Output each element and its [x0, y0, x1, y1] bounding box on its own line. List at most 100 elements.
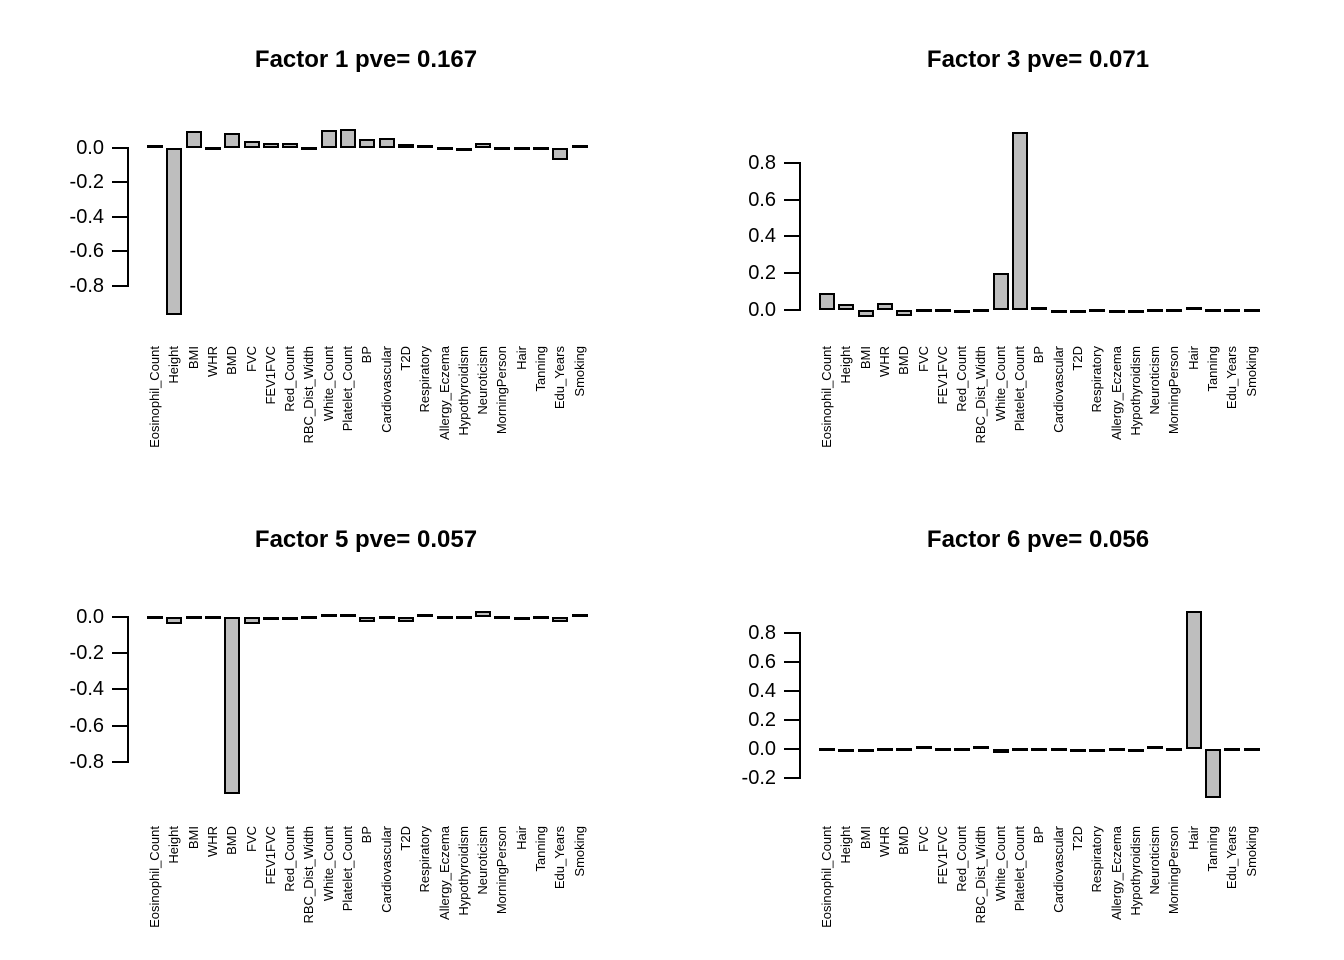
plot-area-factor-3: 0.8 0.6 0.4 0.2 0.0 Eosinophil_Count Height BMI…: [672, 0, 1344, 480]
x-tick-label-Platelet_Count: Platelet_Count: [1012, 826, 1027, 912]
x-tick-label-Platelet_Count: Platelet_Count: [340, 346, 355, 432]
x-tick-label-Platelet_Count: Platelet_Count: [340, 826, 355, 912]
x-tick-label-Respiratory: Respiratory: [417, 826, 433, 893]
bar-Cardiovascular: [1050, 747, 1067, 751]
bar-Smoking: [571, 614, 588, 617]
bar-WHR: [204, 615, 221, 619]
y-tick: [784, 235, 800, 238]
bar-BMI: [857, 310, 874, 318]
bar-Tanning: [1205, 749, 1221, 799]
bar-BMD: [224, 617, 241, 795]
bar-Respiratory: [417, 614, 434, 617]
x-tick-label-Height: Height: [166, 826, 182, 864]
bar-BP: [1031, 747, 1048, 751]
bar-Hair: [1185, 307, 1202, 310]
x-tick-label-White_Count: White_Count: [992, 826, 1008, 902]
y-tick-label: 0.2: [748, 262, 776, 285]
y-tick-label: 0.4: [748, 225, 776, 248]
panel-factor-6: Factor 6 pve= 0.056 0.8 0.6 0.4 0.2 0.0 -0.2 E…: [672, 480, 1344, 960]
bar-Smoking: [571, 145, 588, 148]
x-tick-label-Eosinophil_Count: Eosinophil_Count: [147, 826, 162, 928]
x-tick-label-RBC_Dist_Width: RBC_Dist_Width: [301, 346, 317, 444]
bar-Height: [838, 304, 855, 310]
x-tick-label-RBC_Dist_Width: RBC_Dist_Width: [973, 346, 989, 444]
bar-White_Count: [992, 273, 1009, 310]
x-tick-label-Neuroticism: Neuroticism: [475, 346, 491, 415]
bar-FEV1FVC: [262, 617, 279, 620]
bar-MorningPerson: [1166, 747, 1183, 751]
y-tick-label: 0.0: [76, 137, 104, 159]
bar-Edu_Years: [552, 148, 569, 161]
y-tick: [784, 198, 800, 201]
panel-factor-3: Factor 3 pve= 0.071 0.8 0.6 0.4 0.2 0.0 Eosin…: [672, 0, 1344, 480]
x-tick-label-BMI: BMI: [857, 826, 873, 850]
bar-Neuroticism: [1147, 308, 1164, 312]
x-tick-label-FEV1FVC: FEV1FVC: [934, 826, 950, 885]
x-tick-label-BMD: BMD: [224, 826, 240, 855]
y-tick-label: -0.2: [69, 171, 104, 194]
bar-Hair: [513, 146, 530, 150]
bar-FEV1FVC: [262, 142, 279, 148]
y-tick: [112, 250, 128, 253]
bar-Red_Count: [954, 747, 971, 751]
x-tick-label-Edu_Years: Edu_Years: [1224, 346, 1240, 410]
x-tick-label-BMD: BMD: [224, 346, 240, 375]
bar-Hair: [513, 617, 530, 620]
y-tick-label: -0.2: [741, 767, 776, 790]
panel-title-factor-5: Factor 5 pve= 0.057: [254, 526, 478, 553]
bar-Allergy_Eczema: [1108, 310, 1125, 313]
plot-area-factor-1: 0.0 -0.2 -0.4 -0.6 -0.8 Eosinophil_Count Heigh…: [0, 0, 672, 480]
bar-White_Count: [320, 129, 337, 148]
x-tick-label-Smoking: Smoking: [1243, 346, 1259, 397]
y-tick-label: -0.8: [69, 750, 104, 773]
x-tick-label-BP: BP: [359, 346, 375, 364]
bar-Allergy_Eczema: [436, 146, 453, 150]
bar-Edu_Years: [1224, 747, 1241, 751]
bar-White_Count: [992, 749, 1009, 754]
bar-Height: [838, 749, 855, 752]
x-tick-label-Smoking: Smoking: [571, 826, 587, 877]
x-tick-label-T2D: T2D: [397, 346, 413, 371]
bar-Height: [166, 148, 183, 315]
y-tick-label: -0.4: [69, 205, 104, 228]
bar-WHR: [876, 302, 893, 310]
y-tick: [112, 147, 128, 149]
bar-Platelet_Count: [1012, 131, 1028, 310]
bar-Eosinophil_Count: [147, 145, 163, 148]
x-tick-label-Smoking: Smoking: [1243, 826, 1259, 877]
bar-Neuroticism: [1147, 746, 1164, 749]
bar-T2D: [397, 143, 414, 148]
x-tick-label-Hypothyroidism: Hypothyroidism: [455, 346, 471, 436]
x-tick-label-Tanning: Tanning: [533, 826, 548, 872]
x-tick-label-Red_Count: Red_Count: [282, 346, 298, 412]
bar-RBC_Dist_Width: [973, 308, 990, 312]
y-tick-label: -0.6: [69, 240, 104, 263]
bar-BP: [359, 617, 376, 622]
x-tick-label-White_Count: White_Count: [320, 826, 336, 902]
x-tick-label-BMI: BMI: [185, 346, 201, 370]
bar-Cardiovascular: [378, 137, 395, 148]
x-tick-label-Hair: Hair: [1185, 346, 1201, 370]
x-tick-label-BP: BP: [359, 826, 375, 844]
y-axis-line: [127, 616, 129, 763]
y-tick: [112, 688, 128, 691]
plot-area-factor-5: 0.0 -0.2 -0.4 -0.6 -0.8 Eosinophil_Count Heigh…: [0, 480, 672, 960]
bar-Tanning: [533, 146, 549, 150]
plot-area-factor-6: 0.8 0.6 0.4 0.2 0.0 -0.2 Eosinophil_Count Heigh…: [672, 480, 1344, 960]
x-tick-label-Eosinophil_Count: Eosinophil_Count: [147, 346, 162, 448]
x-tick-label-Tanning: Tanning: [1205, 826, 1220, 872]
bar-RBC_Dist_Width: [301, 615, 318, 619]
x-tick-label-Allergy_Eczema: Allergy_Eczema: [1108, 346, 1124, 440]
x-tick-label-Cardiovascular: Cardiovascular: [1050, 826, 1066, 913]
x-tick-label-MorningPerson: MorningPerson: [1166, 826, 1182, 915]
bar-Hypothyroidism: [1127, 749, 1144, 752]
y-axis-line: [799, 631, 801, 780]
x-tick-label-WHR: WHR: [876, 346, 892, 378]
bar-Platelet_Count: [340, 129, 356, 148]
y-tick: [784, 777, 800, 780]
bar-Hypothyroidism: [455, 148, 472, 151]
x-tick-label-Red_Count: Red_Count: [954, 346, 970, 412]
bar-T2D: [1069, 749, 1086, 752]
x-tick-label-Red_Count: Red_Count: [282, 826, 298, 892]
x-tick-label-Platelet_Count: Platelet_Count: [1012, 346, 1027, 432]
